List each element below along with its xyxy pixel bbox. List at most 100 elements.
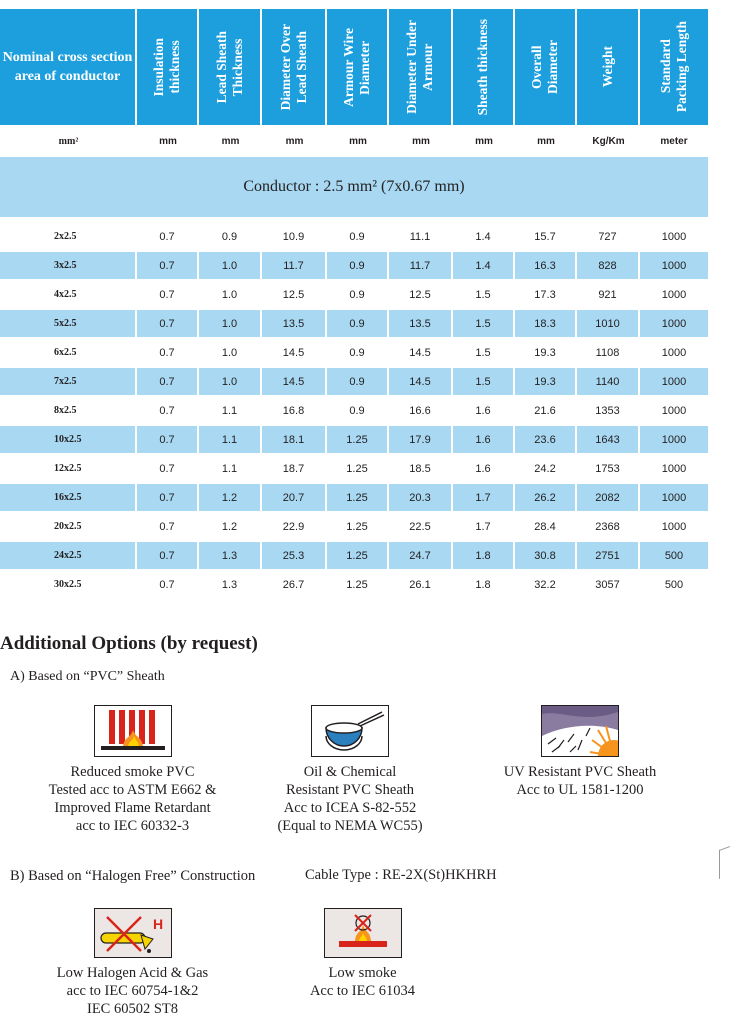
row-value-cell: 18.5 xyxy=(389,455,453,484)
row-value-cell: 0.7 xyxy=(137,252,199,281)
row-value-cell: 22.5 xyxy=(389,513,453,542)
row-value-cell: 0.7 xyxy=(137,281,199,310)
option-oil-chemical: Oil & Chemical Resistant PVC Sheath Acc … xyxy=(255,705,445,835)
row-value-cell: 1.1 xyxy=(199,426,262,455)
row-conductor-cell: 16x2.5 xyxy=(0,484,137,513)
unit-cell: Kg/Km xyxy=(592,135,625,147)
table-row: 16x2.5 0.7 1.2 20.7 1.25 20.3 1.7 26.2 2082 1000 xyxy=(0,484,708,513)
row-value-cell: 0.7 xyxy=(137,542,199,571)
table-row: 20x2.5 0.7 1.2 22.9 1.25 22.5 1.7 28.4 2368 1000 xyxy=(0,513,708,542)
header-diameter-over-lead: Diameter Over Lead Sheath xyxy=(277,23,309,111)
unit-cell: mm xyxy=(285,135,304,147)
row-value-cell: 1.0 xyxy=(199,368,262,397)
option-low-halogen: H Low Halogen Acid & Gas acc to IEC 6075… xyxy=(35,908,230,1018)
row-value-cell: 921 xyxy=(577,281,640,310)
row-value-cell: 1000 xyxy=(640,397,708,426)
row-value-cell: 12.5 xyxy=(262,281,327,310)
row-value-cell: 2751 xyxy=(577,542,640,571)
row-value-cell: 1000 xyxy=(640,484,708,513)
header-diameter-under-armour: Diameter Under Armour xyxy=(404,20,435,114)
row-value-cell: 26.1 xyxy=(389,571,453,600)
row-value-cell: 1.6 xyxy=(453,455,515,484)
row-value-cell: 1.0 xyxy=(199,339,262,368)
row-value-cell: 16.3 xyxy=(515,252,577,281)
low-halogen-icon: H xyxy=(93,908,172,958)
row-value-cell: 1.6 xyxy=(453,397,515,426)
row-value-cell: 0.7 xyxy=(137,397,199,426)
table-row: 5x2.5 0.7 1.0 13.5 0.9 13.5 1.5 18.3 1010 1000 xyxy=(0,310,708,339)
row-value-cell: 1.8 xyxy=(453,542,515,571)
row-value-cell: 13.5 xyxy=(389,310,453,339)
row-value-cell: 23.6 xyxy=(515,426,577,455)
row-value-cell: 32.2 xyxy=(515,571,577,600)
row-value-cell: 1.7 xyxy=(453,484,515,513)
row-value-cell: 11.1 xyxy=(389,223,453,252)
option-low-smoke: Low smoke Acc to IEC 61034 xyxy=(280,908,445,1000)
row-value-cell: 24.2 xyxy=(515,455,577,484)
row-value-cell: 0.9 xyxy=(327,223,389,252)
conductor-label: Conductor : 2.5 mm² (7x0.67 mm) xyxy=(0,157,708,217)
row-value-cell: 21.6 xyxy=(515,397,577,426)
row-value-cell: 1.5 xyxy=(453,281,515,310)
row-value-cell: 2368 xyxy=(577,513,640,542)
row-value-cell: 0.7 xyxy=(137,571,199,600)
row-value-cell: 1.25 xyxy=(327,426,389,455)
row-value-cell: 1000 xyxy=(640,368,708,397)
oil-chemical-text: Oil & Chemical Resistant PVC Sheath Acc … xyxy=(277,764,423,834)
low-halogen-text: Low Halogen Acid & Gas acc to IEC 60754-… xyxy=(56,965,209,1017)
svg-text:H: H xyxy=(153,916,163,932)
row-value-cell: 10.9 xyxy=(262,223,327,252)
row-value-cell: 1000 xyxy=(640,281,708,310)
row-value-cell: 0.9 xyxy=(199,223,262,252)
row-value-cell: 1000 xyxy=(640,513,708,542)
row-value-cell: 1000 xyxy=(640,426,708,455)
row-conductor-cell: 5x2.5 xyxy=(0,310,137,339)
section-b-heading: B) Based on “Halogen Free” Construction xyxy=(10,868,256,884)
row-value-cell: 1.2 xyxy=(199,513,262,542)
low-smoke-icon xyxy=(323,908,402,958)
row-value-cell: 24.7 xyxy=(389,542,453,571)
row-value-cell: 30.8 xyxy=(515,542,577,571)
row-conductor-cell: 8x2.5 xyxy=(0,397,137,426)
row-value-cell: 1643 xyxy=(577,426,640,455)
cable-type-label: Cable Type : RE-2X(St)HKHRH xyxy=(305,867,497,883)
row-value-cell: 15.7 xyxy=(515,223,577,252)
row-value-cell: 0.7 xyxy=(137,513,199,542)
row-value-cell: 1.0 xyxy=(199,281,262,310)
row-value-cell: 1000 xyxy=(640,455,708,484)
row-value-cell: 1.6 xyxy=(453,426,515,455)
row-value-cell: 1000 xyxy=(640,310,708,339)
row-conductor-cell: 4x2.5 xyxy=(0,281,137,310)
table-row: 30x2.5 0.7 1.3 26.7 1.25 26.1 1.8 32.2 3057 500 xyxy=(0,571,708,600)
row-value-cell: 1.2 xyxy=(199,484,262,513)
row-value-cell: 11.7 xyxy=(262,252,327,281)
row-value-cell: 0.9 xyxy=(327,310,389,339)
page-edge-mark xyxy=(719,845,730,880)
unit-cell: mm xyxy=(537,135,555,147)
header-row: Nominal cross section area of conductor … xyxy=(0,9,708,125)
row-value-cell: 11.7 xyxy=(389,252,453,281)
header-weight: Weight xyxy=(599,46,615,88)
row-value-cell: 1.25 xyxy=(327,484,389,513)
row-value-cell: 17.9 xyxy=(389,426,453,455)
section-a-heading: A) Based on “PVC” Sheath xyxy=(10,669,165,684)
unit-cell: mm xyxy=(349,135,367,147)
row-value-cell: 1.8 xyxy=(453,571,515,600)
row-value-cell: 727 xyxy=(577,223,640,252)
row-value-cell: 20.3 xyxy=(389,484,453,513)
unit-cell: mm xyxy=(159,135,177,147)
row-value-cell: 0.7 xyxy=(137,339,199,368)
row-conductor-cell: 2x2.5 xyxy=(0,223,137,252)
options-title: Additional Options (by request) xyxy=(0,633,258,654)
table-row: 8x2.5 0.7 1.1 16.8 0.9 16.6 1.6 21.6 1353 1000 xyxy=(0,397,708,426)
row-value-cell: 0.9 xyxy=(327,281,389,310)
row-value-cell: 828 xyxy=(577,252,640,281)
low-smoke-text: Low smoke Acc to IEC 61034 xyxy=(309,965,416,999)
row-value-cell: 16.6 xyxy=(389,397,453,426)
units-row: mm² mm mm mm mm mm mm mm Kg/Km meter xyxy=(0,125,708,157)
uv-resistant-icon xyxy=(541,705,619,757)
row-value-cell: 0.7 xyxy=(137,310,199,339)
option-uv-resistant: UV Resistant PVC Sheath Acc to UL 1581-1… xyxy=(480,705,680,799)
row-value-cell: 12.5 xyxy=(389,281,453,310)
row-value-cell: 1010 xyxy=(577,310,640,339)
